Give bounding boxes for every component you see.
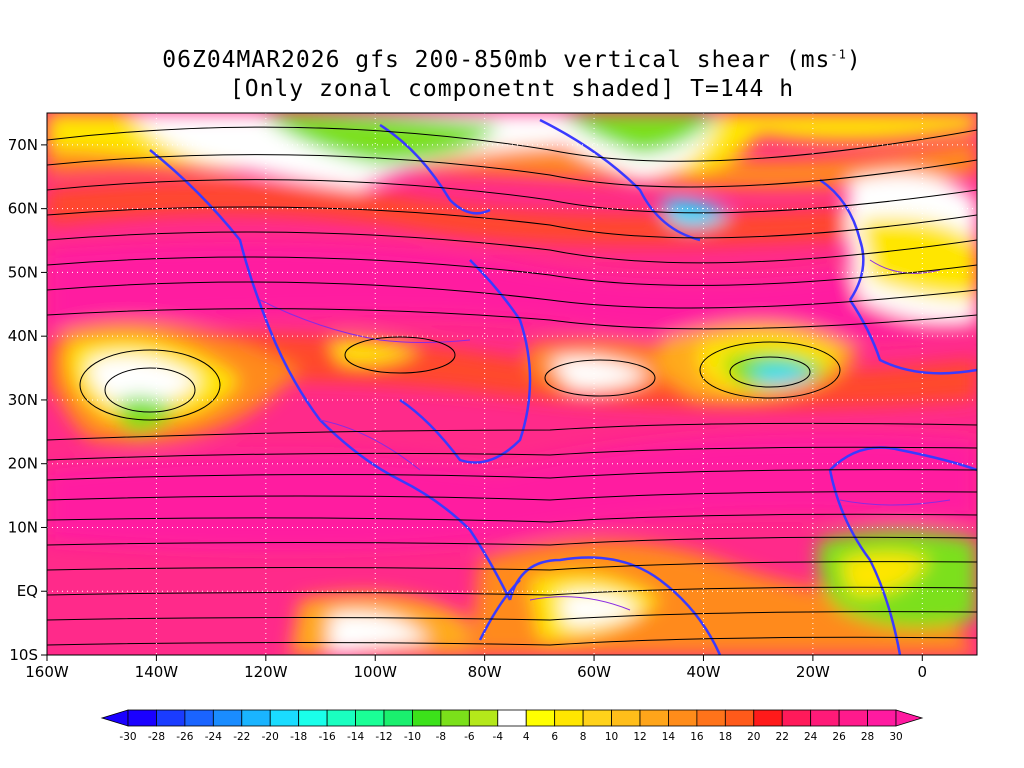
colorbar-swatch bbox=[156, 709, 186, 727]
colorbar-swatch bbox=[639, 709, 669, 727]
colorbar-swatch bbox=[440, 709, 470, 727]
colorbar-swatch bbox=[611, 709, 641, 727]
colorbar-label: 10 bbox=[605, 731, 618, 743]
colorbar-arrow-high bbox=[895, 709, 924, 727]
colorbar-label: 28 bbox=[861, 731, 874, 743]
colorbar-swatch bbox=[554, 709, 584, 727]
lat-label: 10S bbox=[9, 646, 38, 664]
title-unit-exponent: -1 bbox=[830, 47, 847, 62]
colorbar-swatch bbox=[668, 709, 698, 727]
colorbar-swatch bbox=[412, 709, 442, 727]
colorbar-label: 24 bbox=[804, 731, 818, 743]
colorbar-label: 14 bbox=[662, 731, 676, 743]
colorbar-label: 30 bbox=[889, 731, 902, 743]
map-frame bbox=[46, 112, 978, 656]
lon-label: 40W bbox=[687, 663, 721, 681]
shear-field bbox=[47, 113, 977, 655]
colorbar-label: -30 bbox=[119, 731, 136, 743]
colorbar-swatch bbox=[269, 709, 300, 727]
lat-label: 70N bbox=[8, 136, 38, 154]
lat-label: 40N bbox=[8, 327, 38, 345]
colorbar-swatch bbox=[838, 709, 868, 727]
colorbar-swatch bbox=[212, 709, 243, 727]
colorbar-label: -18 bbox=[290, 731, 307, 743]
colorbar-swatch bbox=[724, 709, 755, 727]
colorbar-label: 12 bbox=[633, 731, 646, 743]
lon-label: 140W bbox=[135, 663, 179, 681]
lon-label: 0 bbox=[918, 663, 928, 681]
colorbar-swatch bbox=[810, 709, 840, 727]
colorbar-label: -6 bbox=[464, 731, 475, 743]
lon-label: 100W bbox=[354, 663, 398, 681]
colorbar-swatch bbox=[383, 709, 413, 727]
colorbar-swatch bbox=[497, 709, 527, 727]
lon-label: 80W bbox=[468, 663, 502, 681]
colorbar-label: 22 bbox=[776, 731, 789, 743]
title-text-end: ) bbox=[846, 47, 862, 73]
lat-label: 10N bbox=[8, 518, 38, 536]
colorbar: -30 -28 -26 -24 -22 -20 -18 -16 -14 -12 -10 -8 -6 -4 4… bbox=[100, 709, 924, 743]
colorbar-swatch bbox=[468, 709, 499, 727]
colorbar-label: -16 bbox=[319, 731, 336, 743]
lat-label: 50N bbox=[8, 263, 38, 281]
colorbar-label: -22 bbox=[233, 731, 250, 743]
colorbar-label: 20 bbox=[747, 731, 760, 743]
colorbar-swatch bbox=[753, 709, 783, 727]
colorbar-arrow-low bbox=[100, 709, 129, 727]
colorbar-label: 26 bbox=[832, 731, 846, 743]
plot-title-line2: [Only zonal componetnt shaded] T=144 h bbox=[229, 76, 795, 102]
colorbar-swatch bbox=[525, 709, 556, 727]
colorbar-swatch bbox=[127, 709, 157, 727]
plot-title-line1: 06Z04MAR2026 gfs 200-850mb vertical shea… bbox=[0, 47, 1024, 73]
colorbar-swatch bbox=[781, 709, 812, 727]
colorbar-swatch bbox=[241, 709, 271, 727]
title-text: 06Z04MAR2026 gfs 200-850mb vertical shea… bbox=[162, 47, 831, 73]
coastlines bbox=[149, 118, 977, 655]
colorbar-label: -4 bbox=[493, 731, 504, 743]
colorbar-label: -28 bbox=[148, 731, 165, 743]
colorbar-swatch bbox=[326, 709, 356, 727]
streamlines bbox=[47, 126, 977, 646]
colorbar-label: 4 bbox=[523, 731, 530, 743]
colorbar-swatch bbox=[184, 709, 214, 727]
colorbar-swatch bbox=[582, 709, 612, 727]
colorbar-label: 6 bbox=[551, 731, 558, 743]
lat-label: 30N bbox=[8, 391, 38, 409]
lat-label: 20N bbox=[8, 455, 38, 473]
colorbar-label: 8 bbox=[580, 731, 587, 743]
colorbar-label: 16 bbox=[690, 731, 704, 743]
lon-label: 60W bbox=[577, 663, 611, 681]
colorbar-label: -10 bbox=[404, 731, 421, 743]
lat-label: 60N bbox=[8, 200, 38, 218]
colorbar-label: -14 bbox=[347, 731, 364, 743]
colorbar-swatch bbox=[298, 709, 328, 727]
lon-label: 160W bbox=[25, 663, 69, 681]
colorbar-label: -24 bbox=[205, 731, 222, 743]
colorbar-label: -20 bbox=[262, 731, 279, 743]
colorbar-label: -12 bbox=[375, 731, 392, 743]
colorbar-label: -8 bbox=[436, 731, 446, 743]
colorbar-label: 18 bbox=[719, 731, 732, 743]
lat-label: EQ bbox=[17, 582, 38, 600]
colorbar-swatch bbox=[696, 709, 726, 727]
lon-label: 120W bbox=[244, 663, 288, 681]
graticule bbox=[47, 113, 977, 655]
colorbar-swatch bbox=[867, 709, 897, 727]
lon-label: 20W bbox=[796, 663, 830, 681]
colorbar-label: -26 bbox=[176, 731, 193, 743]
colorbar-swatch bbox=[355, 709, 385, 727]
